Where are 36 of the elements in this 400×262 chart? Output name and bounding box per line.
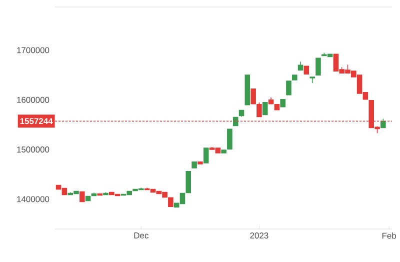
candlestick (97, 193, 102, 196)
candlestick (227, 128, 232, 150)
candlestick (103, 192, 108, 196)
candlestick (268, 96, 274, 104)
candlestick (244, 74, 250, 106)
candlestick (280, 98, 286, 108)
y-tick-label: 1500000 (17, 146, 50, 153)
candlestick (85, 196, 91, 202)
candlestick (316, 58, 321, 76)
candlestick (168, 197, 174, 208)
candlestick (232, 116, 238, 126)
candlestick (274, 104, 280, 110)
ref-line-label: 1557244 (20, 118, 53, 124)
candlestick (186, 170, 192, 194)
x-tick-label: Feb (382, 232, 396, 239)
candlestick (256, 102, 262, 118)
candlestick (192, 161, 197, 168)
candlestick (203, 148, 209, 164)
candlestick (304, 66, 310, 74)
y-tick-label: 1700000 (17, 47, 50, 54)
candlestick (380, 118, 386, 128)
candlestick (262, 102, 268, 116)
candlestick (91, 192, 97, 196)
y-tick-label: 1600000 (17, 96, 50, 103)
candlestick (292, 74, 298, 80)
candlestick (310, 76, 315, 84)
candlestick (80, 191, 85, 202)
candlestick (286, 80, 292, 96)
y-tick-label: 1400000 (17, 196, 50, 202)
candlestick (298, 61, 304, 70)
x-tick-label: 2023 (250, 232, 268, 239)
candlestick (198, 162, 203, 164)
candlestick (221, 150, 226, 154)
candlestick (238, 110, 244, 118)
candlestick (250, 88, 256, 104)
x-tick-label: Dec (134, 232, 148, 238)
